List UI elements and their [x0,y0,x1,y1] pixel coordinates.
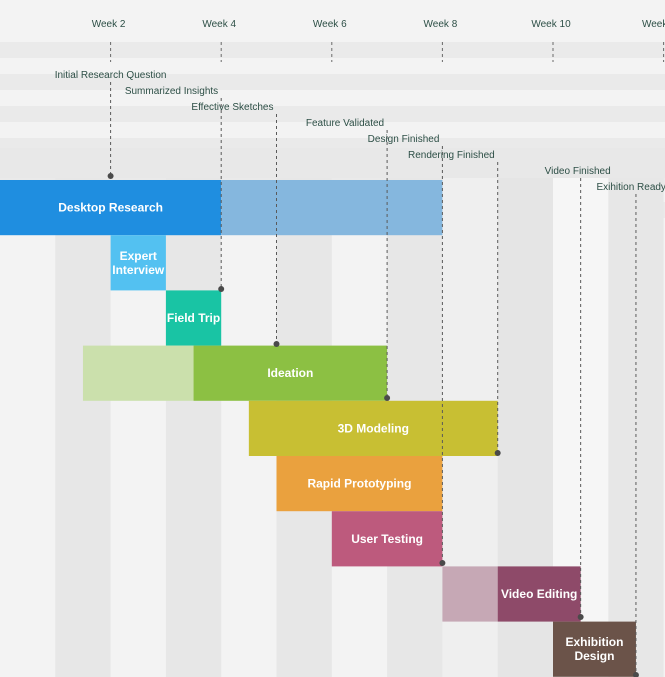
task-bar [165,290,222,346]
task-bar [193,345,388,401]
task-label: Rapid Prototyping [307,477,411,491]
task-bar [331,511,443,567]
milestone-layer: Initial Research Question Summarized Insi… [55,70,665,677]
x-tick-label: Week 2 [92,19,126,30]
milestone-marker [273,341,280,347]
milestone-label: Rendering Finished [408,150,495,161]
milestone-marker [494,450,501,456]
milestone-marker [218,286,225,292]
milestone-label: Initial Research Question [55,70,167,81]
task-label: Exhibition Design [565,635,623,663]
x-tick-label: Week 6 [313,19,347,30]
task-label: 3D Modeling [338,421,409,435]
milestone-marker [107,173,114,179]
milestone-label: Effective Sketches [191,102,273,113]
x-tick-label: Week 10 [531,19,571,30]
milestone-marker [384,395,391,401]
x-tick-label: Week 12 [642,19,665,30]
task-label: Ideation [267,366,313,380]
axis-tick-layer: Week 2 Week 4 Week 6 Week 8 Week 10 Week 12 [92,19,665,62]
task-label: User Testing [351,532,423,546]
milestone-label: Video Finished [545,166,611,177]
task-bar [276,456,443,512]
task-bar [0,180,222,236]
task-bar [497,566,581,622]
milestone-label: Design Finished [368,134,440,145]
task-bar [248,400,498,456]
milestone-marker [632,672,639,677]
milestone-marker [439,560,446,566]
x-tick-label: Week 8 [424,19,458,30]
task-label-layer: Desktop Research Expert Interview Field Tri… [58,201,623,664]
milestone-label: Exihition Ready [596,182,665,193]
grid-column [55,178,111,677]
header-stripe [0,42,665,58]
task-bar-extension [221,180,443,236]
task-bar [553,621,636,677]
header-stripe [0,106,665,122]
milestone-label: Summarized Insights [125,86,218,97]
task-label: Field Trip [167,311,220,325]
task-bar-extension [82,345,194,401]
task-label: Video Editing [501,587,577,601]
task-label: Expert Interview [112,249,165,277]
task-bar [110,235,166,291]
x-tick-label: Week 4 [202,19,236,30]
header-stripe [0,74,665,90]
task-bar-extension [442,566,498,622]
task-label: Desktop Research [58,201,163,215]
grid-column [165,178,222,677]
task-bar-layer [0,180,636,677]
milestone-marker [577,614,584,620]
milestone-label: Feature Validated [306,118,384,129]
